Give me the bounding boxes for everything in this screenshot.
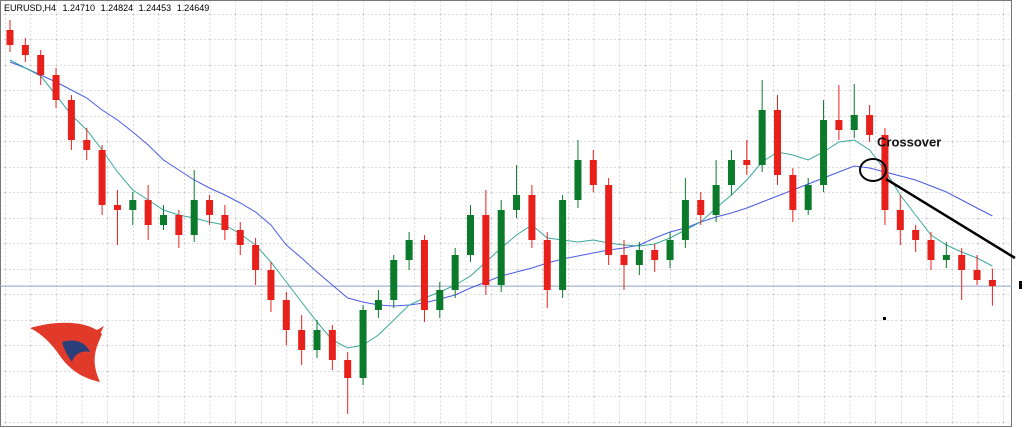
candle-body <box>359 310 367 378</box>
candle-body <box>942 255 950 260</box>
candle-body <box>850 115 858 130</box>
dot <box>883 317 886 320</box>
open-label: 1.24710 <box>63 3 96 13</box>
candle-body <box>635 250 643 265</box>
candle-body <box>37 55 45 75</box>
header: EURUSD,H4 1.24710 1.24824 1.24453 1.2464… <box>4 3 209 13</box>
symbol: EURUSD,H4 <box>4 3 56 13</box>
candle-body <box>467 215 474 255</box>
candle-body <box>83 140 91 150</box>
candle-body <box>589 160 597 185</box>
candle-body <box>988 280 996 287</box>
candle-body <box>98 150 106 205</box>
candle-body <box>835 120 843 130</box>
candle-body <box>221 215 229 230</box>
candle-body <box>774 110 781 175</box>
candle-body <box>497 210 505 285</box>
candle-body <box>236 230 244 245</box>
candle-body <box>528 195 536 240</box>
candle-body <box>820 120 828 185</box>
candle-body <box>927 240 935 260</box>
candle-body <box>267 270 275 300</box>
candle-body <box>420 240 428 310</box>
marks <box>0 20 1012 414</box>
candle-body <box>896 210 904 230</box>
candle-body <box>436 290 444 310</box>
candle-body <box>804 185 812 210</box>
candle-body <box>866 115 874 135</box>
candle-body <box>727 160 735 185</box>
candle-body <box>298 330 306 350</box>
candle-body <box>958 255 966 270</box>
candle-body <box>52 75 60 100</box>
candle-body <box>697 200 705 215</box>
candle-body <box>681 200 689 240</box>
candle-body <box>451 255 459 290</box>
candle-body <box>712 185 720 215</box>
candle-body <box>374 300 382 310</box>
candle-body <box>328 330 336 360</box>
candle-body <box>543 240 551 290</box>
candle-body <box>144 200 152 225</box>
candle-body <box>620 255 628 265</box>
candle-body <box>666 240 674 260</box>
candle-body <box>206 200 214 215</box>
trend-line <box>885 177 1016 260</box>
candle-body <box>313 330 321 350</box>
candle-body <box>574 160 582 200</box>
candle-body <box>129 200 137 210</box>
candle-body <box>513 195 521 210</box>
candle-body <box>175 215 183 235</box>
candle-body <box>405 240 413 260</box>
candle-body <box>559 200 567 290</box>
candle-body <box>912 230 920 240</box>
candle-body <box>21 45 29 55</box>
candle-body <box>6 30 14 45</box>
candle-body <box>605 185 613 255</box>
price-marker <box>1019 281 1022 289</box>
candle-body <box>67 100 75 140</box>
candle-body <box>789 175 797 210</box>
high-label: 1.24824 <box>101 3 134 13</box>
candle-body <box>113 205 121 210</box>
candle-body <box>252 245 260 270</box>
candle-body <box>160 215 167 225</box>
close-label: 1.24649 <box>177 3 210 13</box>
candle-body <box>390 260 398 300</box>
candle-body <box>190 200 198 235</box>
candle-body <box>743 160 751 165</box>
candle-body <box>482 215 490 285</box>
crossover-circle <box>859 158 887 182</box>
candle-body <box>344 360 352 378</box>
low-label: 1.24453 <box>139 3 172 13</box>
candle-body <box>651 250 659 260</box>
candle-body <box>973 270 981 280</box>
candle-body <box>282 300 290 330</box>
annotation: Crossover <box>877 134 941 149</box>
candle-body <box>758 110 766 165</box>
logo <box>30 322 104 382</box>
